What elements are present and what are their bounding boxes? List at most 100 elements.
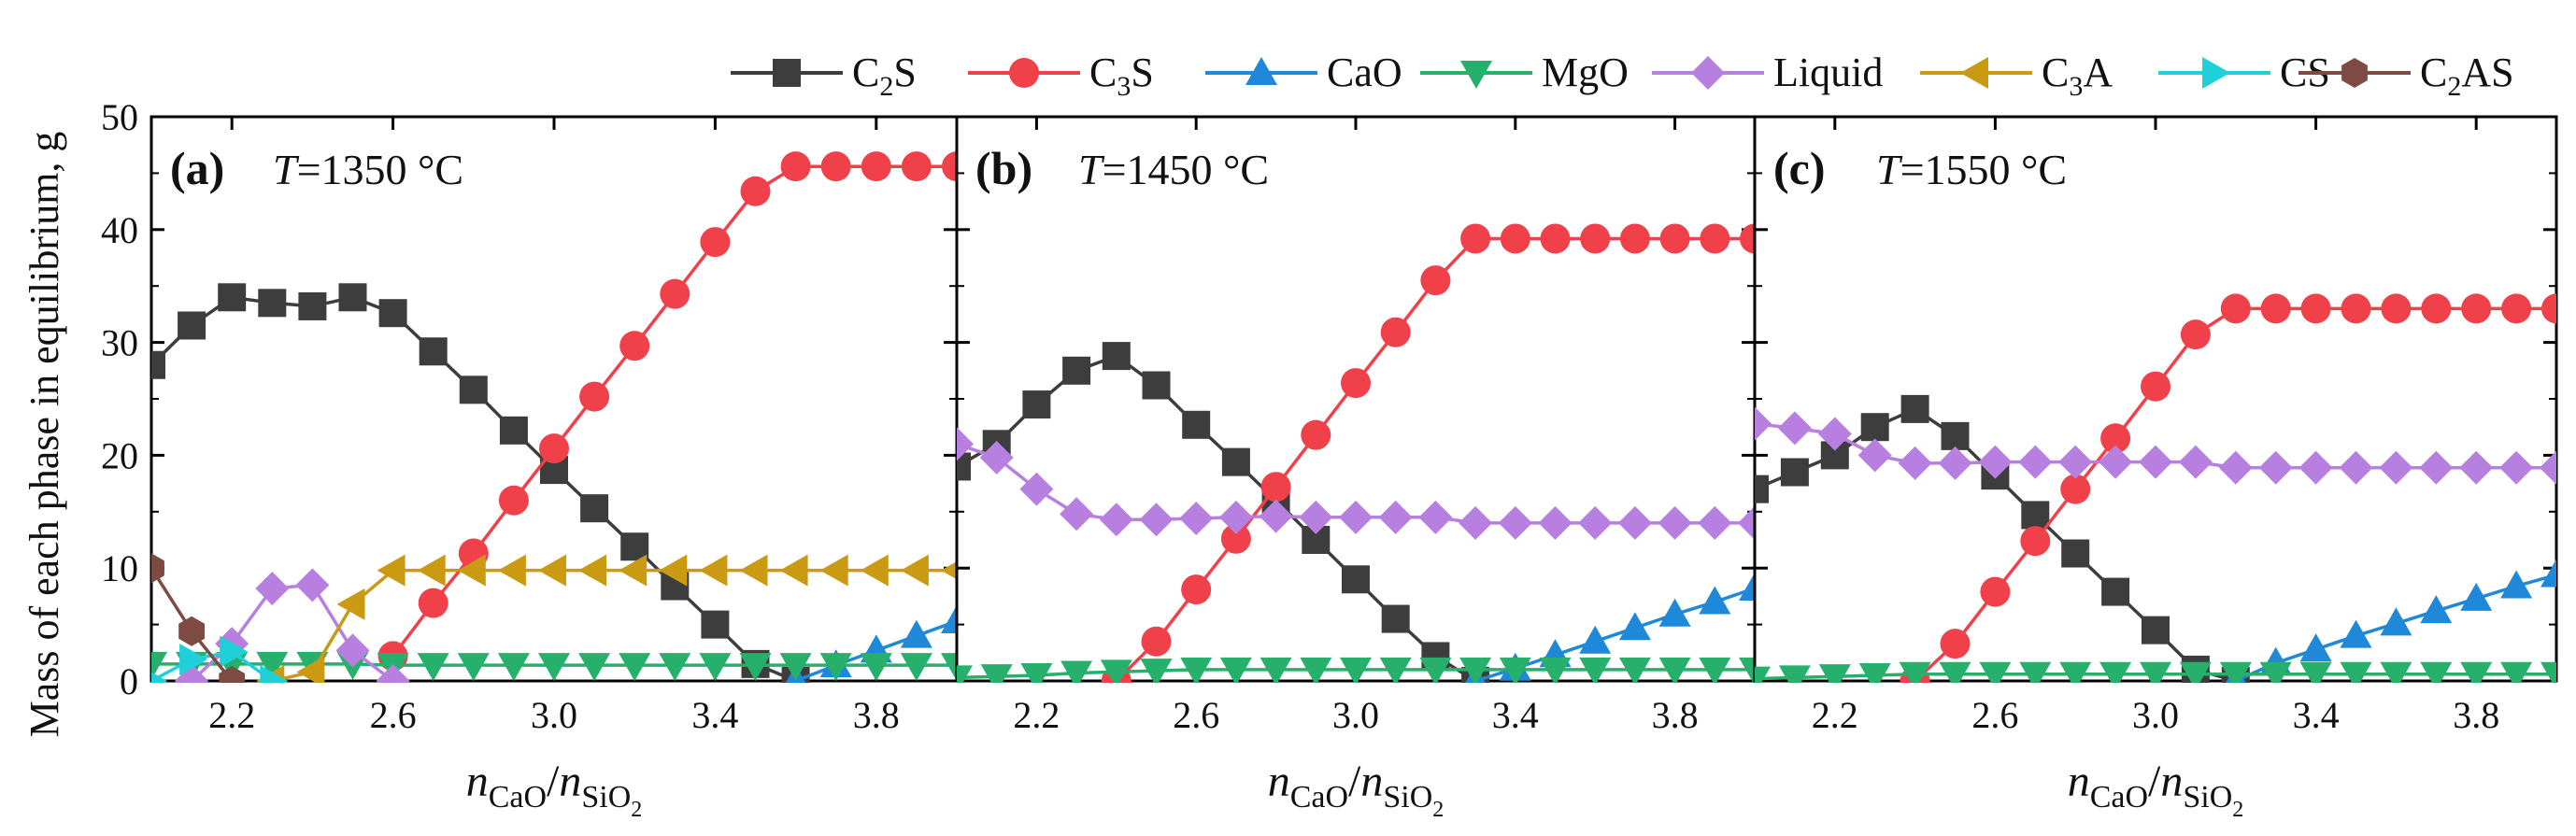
x-tick-label: 3.4: [2293, 694, 2340, 736]
legend-marker-c3a: [1960, 57, 1988, 89]
point-liquid: [2540, 450, 2556, 485]
point-cao: [2500, 570, 2533, 599]
x-tick-label: 2.6: [370, 694, 417, 736]
temperature-label: T=1550 °C: [1876, 146, 2067, 193]
point-liquid: [1299, 500, 1333, 534]
point-liquid: [295, 568, 330, 602]
point-liquid: [1218, 500, 1253, 534]
point-c2s: [580, 494, 609, 523]
point-mgo: [1579, 657, 1612, 683]
x-tick-label: 3.8: [853, 694, 900, 736]
point-c3s: [1420, 265, 1451, 296]
point-c3a: [538, 554, 566, 587]
point-mgo: [1899, 661, 1931, 683]
panel-label: (b): [975, 142, 1032, 194]
point-c3s: [1940, 629, 1971, 659]
legend-marker-c2as: [2341, 58, 2368, 88]
point-c2s: [218, 283, 247, 312]
point-mgo: [860, 653, 892, 682]
point-liquid: [1259, 499, 1293, 533]
point-c2s: [1062, 356, 1091, 385]
point-mgo: [1979, 661, 2012, 683]
point-cao: [2380, 607, 2412, 636]
point-c3s: [418, 588, 448, 618]
point-liquid: [1459, 505, 1493, 540]
point-liquid: [1938, 446, 1972, 480]
point-liquid: [1019, 472, 1054, 506]
point-liquid: [2058, 445, 2093, 479]
point-cao: [1618, 612, 1651, 641]
point-c3s: [1220, 523, 1251, 554]
point-c2s: [1381, 604, 1410, 633]
point-liquid: [1738, 505, 1755, 540]
legend-item-c3a: C3A: [1920, 50, 2113, 102]
point-mgo: [2420, 661, 2453, 683]
point-c3s: [700, 227, 731, 258]
point-c2s: [2101, 577, 2130, 606]
point-c2as: [219, 666, 246, 683]
point-c3s: [1500, 223, 1530, 254]
point-c3s: [1141, 626, 1172, 657]
point-mgo: [1699, 657, 1731, 683]
point-mgo: [1379, 657, 1412, 683]
point-c3a: [336, 588, 365, 620]
point-mgo: [1539, 657, 1572, 683]
point-mgo: [699, 653, 732, 682]
y-tick-label: 0: [120, 660, 138, 702]
point-liquid: [1498, 505, 1532, 540]
point-c2s: [178, 311, 206, 340]
point-liquid: [2419, 450, 2454, 485]
point-mgo: [417, 653, 449, 682]
point-liquid: [1857, 438, 1892, 473]
point-c2s: [1102, 342, 1131, 371]
point-cao: [2299, 633, 2332, 662]
point-c3s: [820, 151, 851, 182]
point-mgo: [2380, 661, 2412, 683]
point-liquid: [2499, 450, 2534, 485]
point-mgo: [1818, 664, 1851, 683]
point-c2as: [178, 616, 205, 646]
x-axis-label: nCaO/nSiO2: [1268, 757, 1445, 822]
x-axis-label: nCaO/nSiO2: [2068, 757, 2244, 822]
point-mgo: [1658, 657, 1691, 683]
point-c2s: [701, 610, 730, 639]
point-liquid: [1578, 505, 1613, 540]
point-c3s: [780, 151, 811, 182]
point-c2as: [151, 553, 164, 584]
legend-marker-liquid: [1691, 56, 1725, 90]
point-c3s: [2461, 293, 2492, 324]
point-c2s: [419, 337, 448, 366]
point-c3s: [2180, 319, 2211, 350]
point-mgo: [2219, 661, 2252, 683]
point-c2s: [1780, 458, 1809, 487]
legend-label-c2as: C2AS: [2420, 50, 2514, 102]
legend-label-c2s: C2S: [852, 50, 917, 102]
point-liquid: [1698, 505, 1732, 540]
point-c2s: [298, 291, 327, 320]
point-cao: [1699, 586, 1731, 615]
point-liquid: [1538, 505, 1573, 540]
point-liquid: [2218, 450, 2253, 485]
point-c3a: [497, 554, 526, 587]
point-mgo: [739, 653, 772, 682]
point-mgo: [1300, 657, 1332, 683]
point-liquid: [1139, 503, 1174, 537]
point-mgo: [1419, 657, 1452, 683]
point-c3s: [1540, 223, 1571, 254]
point-mgo: [1260, 657, 1292, 683]
legend-marker-c2s: [773, 59, 801, 87]
point-c3a: [819, 554, 848, 587]
point-c3s: [2060, 474, 2091, 504]
point-mgo: [1340, 657, 1372, 683]
legend-label-mgo: MgO: [1542, 50, 1629, 95]
point-c2s: [258, 289, 287, 318]
legend-marker-c3s: [1009, 58, 1039, 88]
point-liquid: [2459, 450, 2494, 485]
point-mgo: [1858, 662, 1891, 683]
point-liquid: [979, 440, 1014, 475]
point-cao: [2540, 559, 2556, 588]
point-mgo: [1180, 657, 1213, 683]
panel-c: 2.2 2.6 3.0 3.4 3.8 (c) T=1550 °C nCaO/nSiO2: [1753, 115, 2558, 822]
point-mgo: [1020, 662, 1053, 683]
point-c2s: [2021, 501, 2050, 530]
